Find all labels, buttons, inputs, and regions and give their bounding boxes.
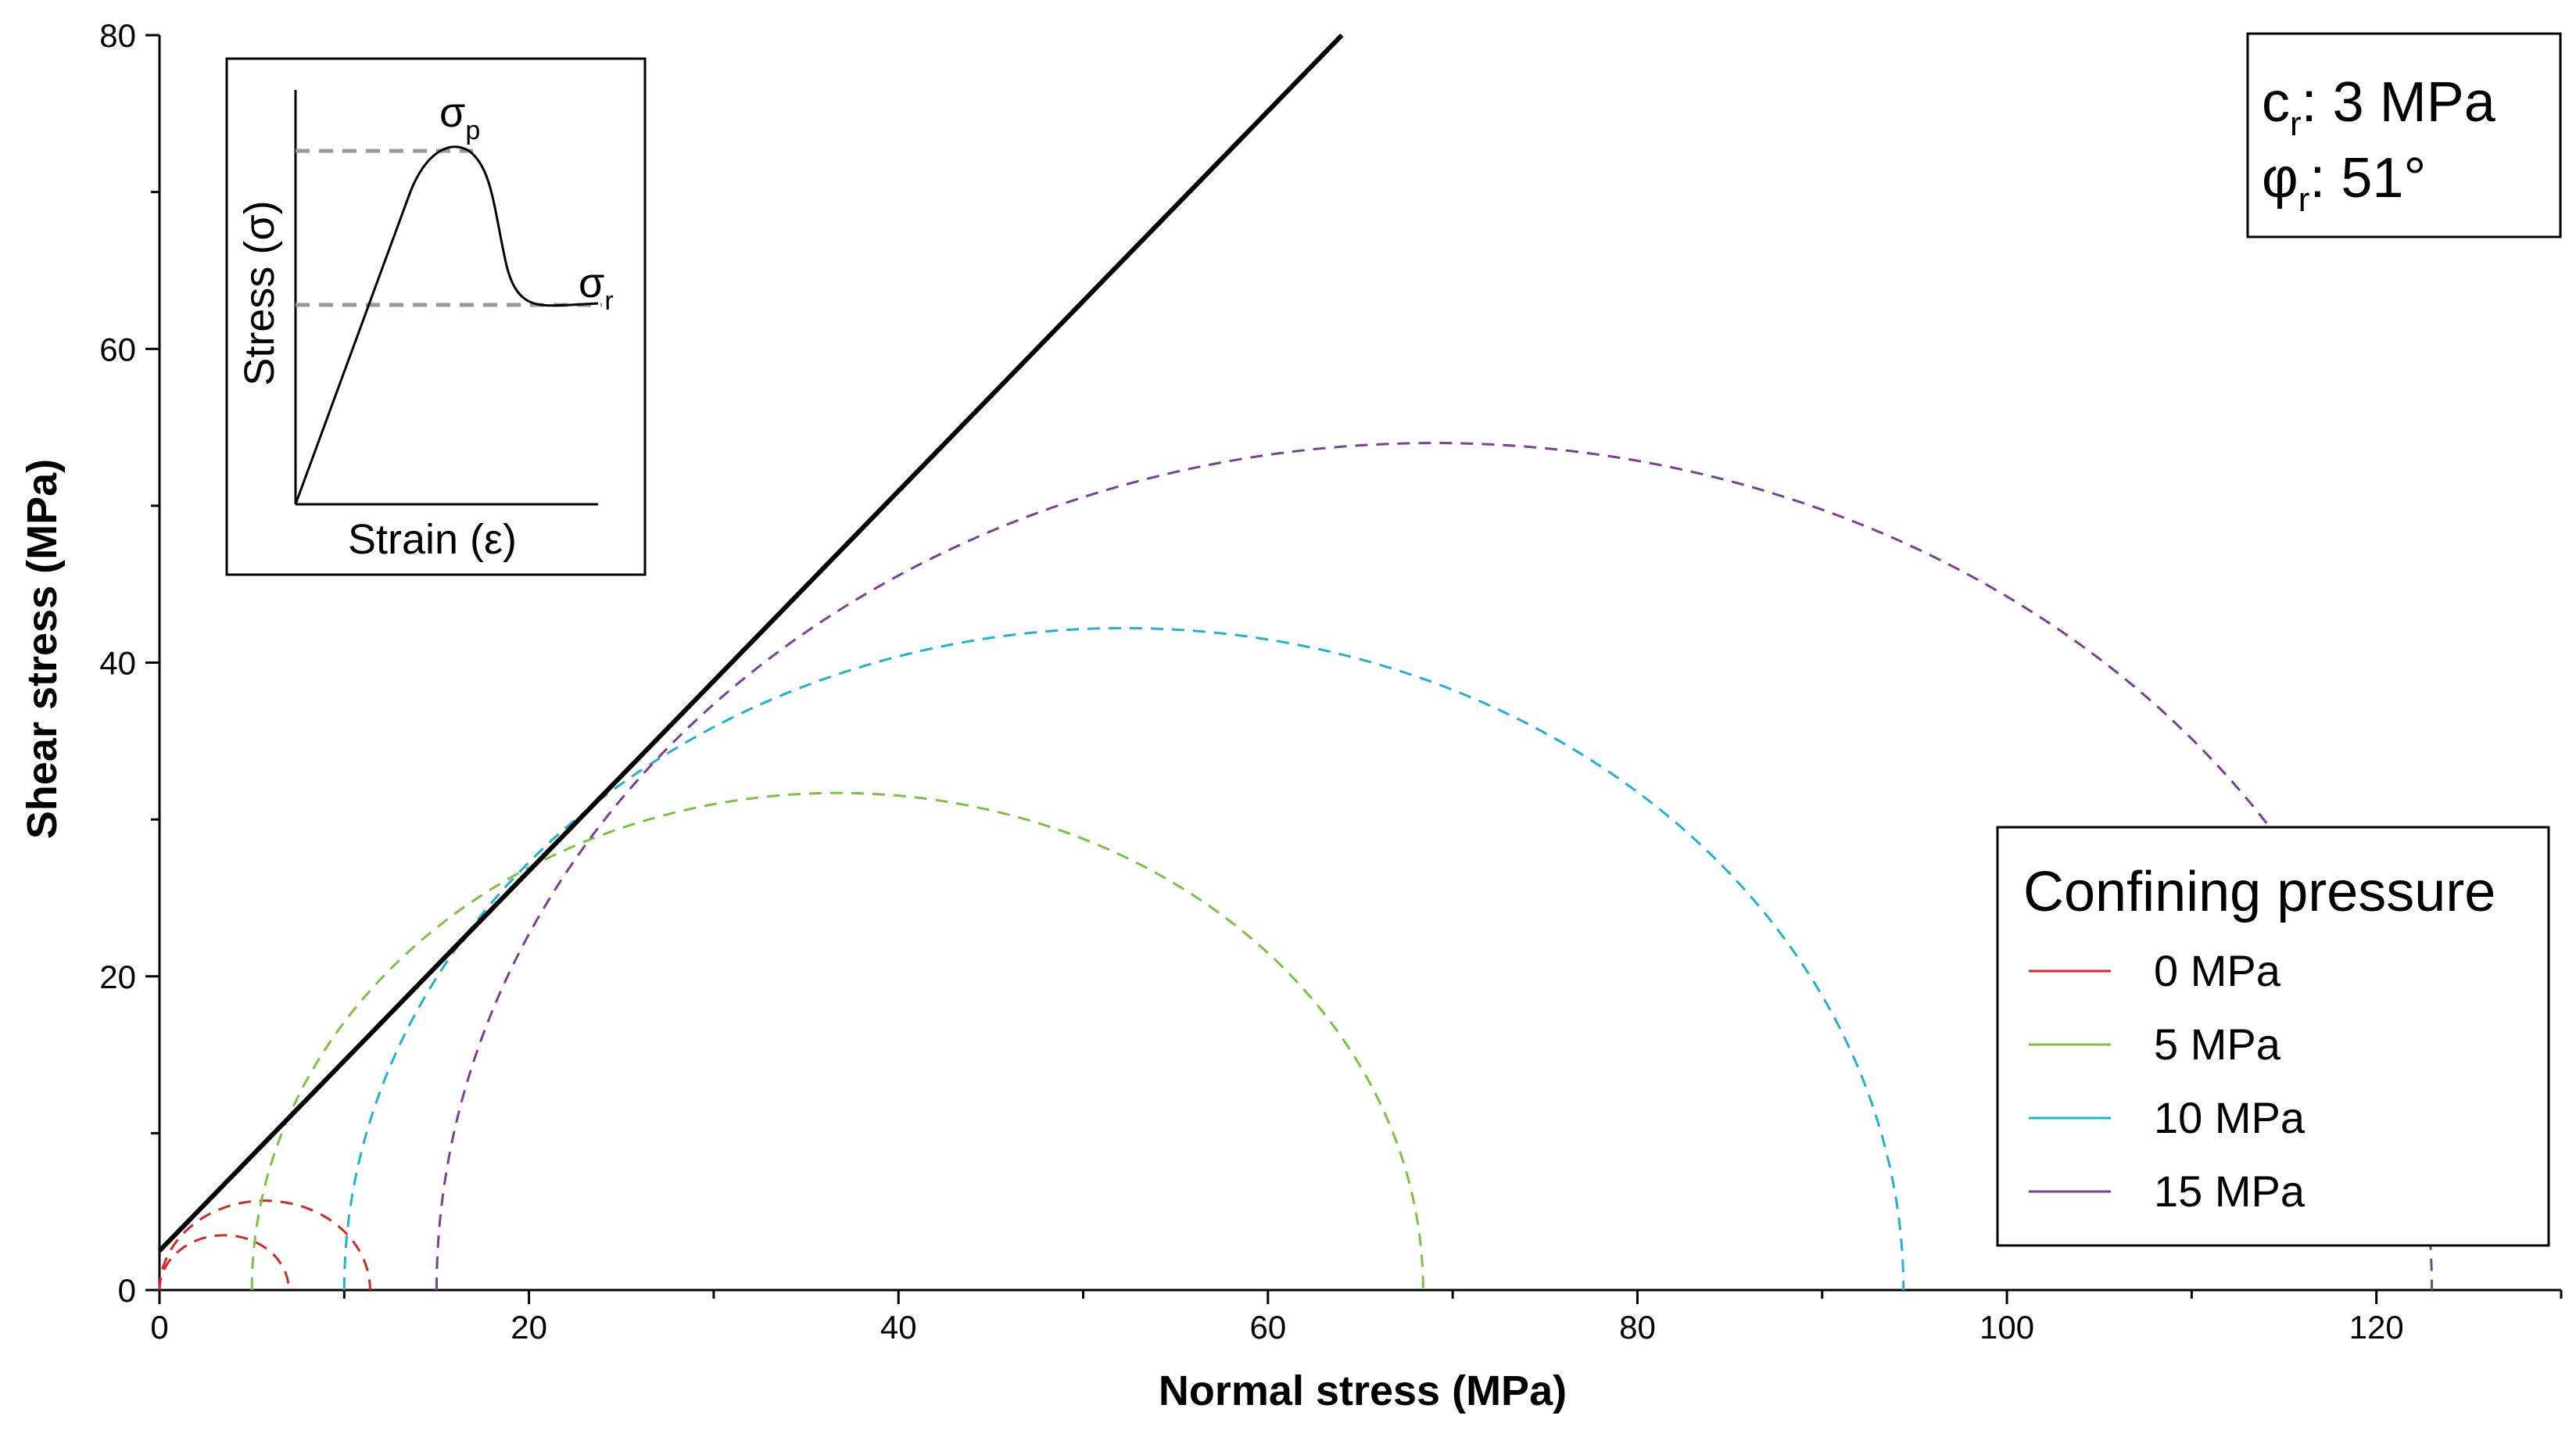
- mohr-circle-0mpa: [158, 1199, 371, 1291]
- cohesion-label: cr: 3 MPa: [2262, 71, 2496, 143]
- legend-entry-10mpa: 10 MPa: [2154, 1093, 2306, 1142]
- inset-residual-label: σr: [579, 260, 614, 316]
- x-tick-label: 80: [1619, 1309, 1656, 1346]
- y-tick-label: 60: [99, 331, 136, 367]
- failure-envelope-line: [157, 33, 1344, 1253]
- parameter-box-frame: [2246, 32, 2562, 238]
- legend-entry-0mpa: 0 MPa: [2154, 946, 2281, 995]
- inset-y-label: Stress (σ): [236, 200, 283, 385]
- legend: Confining pressure 0 MPa 5 MPa 10 MPa 15…: [1996, 826, 2550, 1247]
- legend-entry-15mpa: 15 MPa: [2154, 1167, 2306, 1216]
- x-tick-label: 40: [880, 1309, 917, 1346]
- mohr-circle-5mpa: [252, 793, 1423, 1290]
- friction-angle-label: φr: 51°: [2262, 147, 2426, 219]
- x-tick-label: 120: [2349, 1309, 2404, 1346]
- y-tick-label: 20: [99, 959, 136, 995]
- mohr-circle-0mpa: [158, 1234, 290, 1291]
- mohr-circle-10mpa: [344, 628, 1903, 1290]
- y-axis-title: Shear stress (MPa): [19, 459, 66, 839]
- inset-stress-strain-curve: [294, 145, 599, 505]
- x-tick-label: 60: [1249, 1309, 1286, 1346]
- y-tick-label: 40: [99, 645, 136, 682]
- y-tick-label: 80: [99, 17, 136, 54]
- x-axis-title: Normal stress (MPa): [1159, 1367, 1567, 1414]
- axis-ticks: 0 20 40 60 80 100 120 0 20 40 60 80: [99, 17, 2563, 1346]
- mohr-circles: [158, 443, 2432, 1291]
- inset-x-label: Strain (ε): [348, 516, 517, 563]
- legend-frame: [1996, 826, 2550, 1247]
- failure-envelope-group: [157, 33, 1344, 1253]
- legend-entry-5mpa: 5 MPa: [2154, 1020, 2281, 1069]
- inset-frame: [225, 57, 647, 576]
- x-tick-label: 100: [1979, 1309, 2034, 1346]
- parameter-box: cr: 3 MPa φr: 51°: [2246, 32, 2562, 238]
- y-tick-label: 0: [118, 1272, 136, 1309]
- x-tick-label: 20: [511, 1309, 547, 1346]
- inset-stress-strain: Stress (σ) Strain (ε) σp σr: [225, 57, 647, 576]
- legend-title: Confining pressure: [2023, 861, 2495, 923]
- x-tick-label: 0: [150, 1309, 168, 1346]
- inset-peak-label: σp: [439, 89, 480, 145]
